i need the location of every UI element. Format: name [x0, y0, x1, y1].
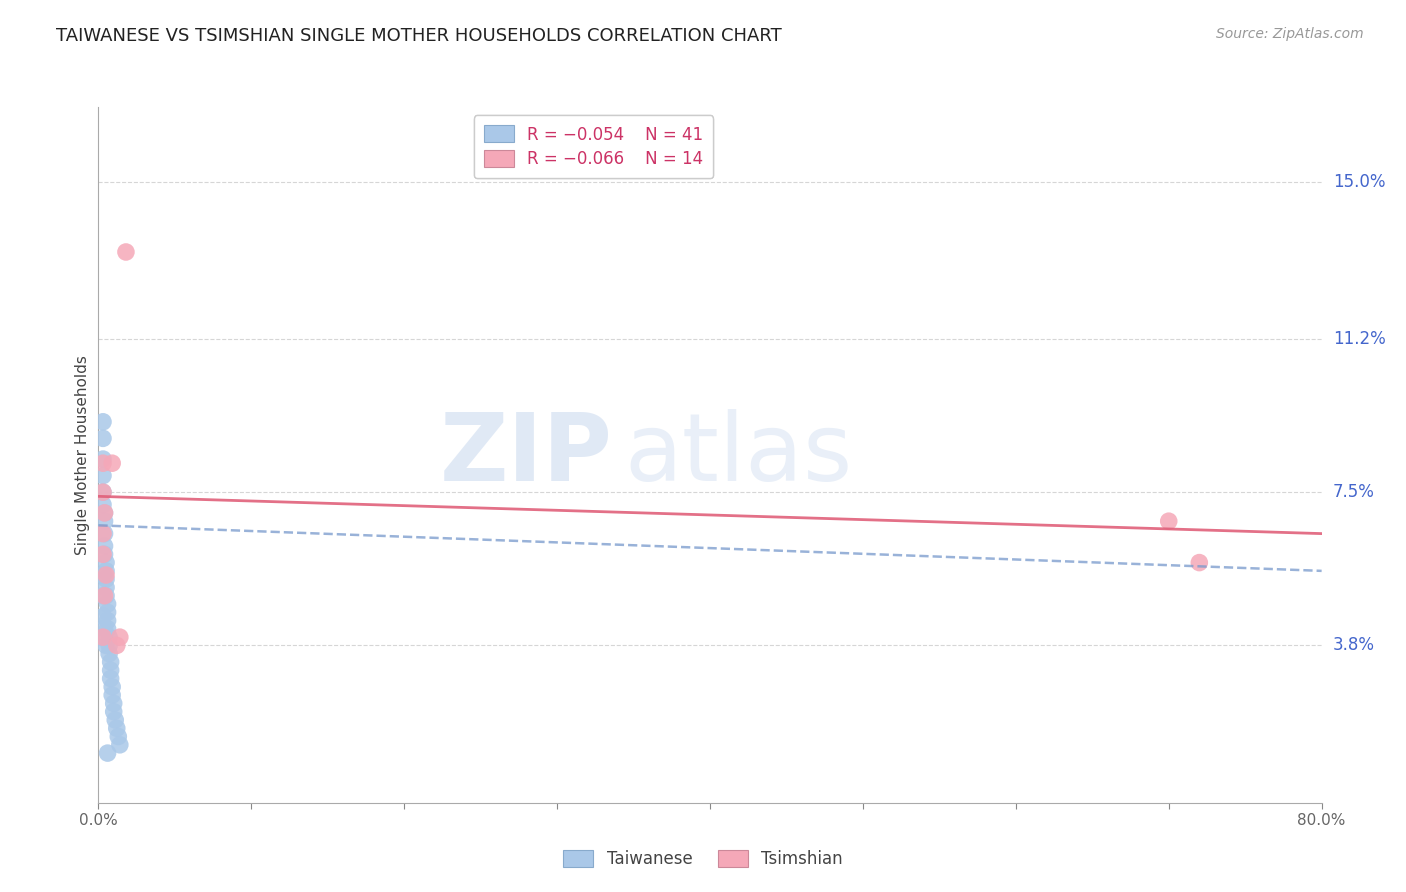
Point — [93, 539, 115, 553]
Point — [100, 663, 122, 677]
Point — [91, 468, 114, 483]
Point — [91, 452, 114, 467]
Point — [97, 622, 120, 636]
Point — [91, 431, 114, 445]
Point — [93, 589, 115, 603]
Text: 11.2%: 11.2% — [1333, 330, 1385, 348]
Point — [93, 514, 115, 528]
Point — [101, 680, 124, 694]
Point — [108, 738, 131, 752]
Point — [101, 456, 124, 470]
Text: 15.0%: 15.0% — [1333, 172, 1385, 191]
Point — [94, 568, 117, 582]
Point — [93, 506, 115, 520]
Point — [91, 589, 114, 603]
Point — [91, 630, 114, 644]
Point — [98, 630, 121, 644]
Point — [91, 547, 114, 561]
Point — [1157, 514, 1180, 528]
Point — [107, 730, 129, 744]
Point — [100, 655, 122, 669]
Point — [91, 498, 114, 512]
Point — [101, 688, 124, 702]
Point — [97, 746, 120, 760]
Point — [93, 506, 115, 520]
Point — [93, 526, 115, 541]
Point — [100, 672, 122, 686]
Y-axis label: Single Mother Households: Single Mother Households — [75, 355, 90, 555]
Point — [94, 572, 117, 586]
Legend: R = −0.054    N = 41, R = −0.066    N = 14: R = −0.054 N = 41, R = −0.066 N = 14 — [474, 115, 713, 178]
Point — [103, 697, 125, 711]
Point — [98, 639, 121, 653]
Point — [91, 568, 114, 582]
Point — [97, 605, 120, 619]
Text: Source: ZipAtlas.com: Source: ZipAtlas.com — [1216, 27, 1364, 41]
Point — [97, 597, 120, 611]
Point — [104, 713, 127, 727]
Text: atlas: atlas — [624, 409, 852, 501]
Point — [91, 526, 114, 541]
Point — [93, 547, 115, 561]
Point — [93, 622, 115, 636]
Point — [91, 609, 114, 624]
Point — [94, 639, 117, 653]
Point — [105, 721, 128, 735]
Point — [105, 639, 128, 653]
Point — [103, 705, 125, 719]
Point — [91, 456, 114, 470]
Legend: Taiwanese, Tsimshian: Taiwanese, Tsimshian — [557, 843, 849, 875]
Point — [93, 630, 115, 644]
Point — [98, 647, 121, 661]
Point — [115, 244, 138, 259]
Point — [108, 630, 131, 644]
Point — [91, 485, 114, 500]
Point — [97, 614, 120, 628]
Point — [91, 485, 114, 500]
Point — [91, 415, 114, 429]
Text: 3.8%: 3.8% — [1333, 636, 1375, 655]
Point — [94, 589, 117, 603]
Point — [94, 556, 117, 570]
Text: TAIWANESE VS TSIMSHIAN SINGLE MOTHER HOUSEHOLDS CORRELATION CHART: TAIWANESE VS TSIMSHIAN SINGLE MOTHER HOU… — [56, 27, 782, 45]
Text: ZIP: ZIP — [439, 409, 612, 501]
Point — [94, 581, 117, 595]
Text: 7.5%: 7.5% — [1333, 483, 1375, 501]
Point — [1188, 556, 1211, 570]
Point — [94, 564, 117, 578]
